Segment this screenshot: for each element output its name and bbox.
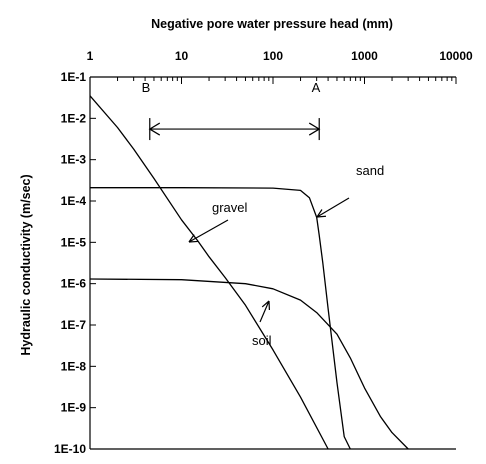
annotations: gravel sand soil A B [142,80,385,348]
gravel-pointer-arrow [188,219,229,243]
annotation-b: B [142,80,151,95]
y-tick-label: 1E-1 [61,70,87,84]
x-axis-title: Negative pore water pressure head (mm) [151,17,393,31]
x-tick-label: 100 [263,49,283,63]
soil-pointer-arrow [259,300,271,323]
range-arrow [148,118,321,141]
y-ticks: 1E-1 1E-2 1E-3 1E-4 1E-5 1E-6 1E-7 1E-8 1E-9 1E-1… [54,70,96,456]
sand-pointer-arrow [316,197,350,218]
axes [89,76,456,450]
y-tick-label: 1E-9 [61,401,87,415]
x-tick-label: 10 [175,49,189,63]
y-tick-label: 1E-6 [61,277,87,291]
curve-soil [89,278,409,450]
x-tick-label: 10000 [439,49,473,63]
y-axis-title: Hydraulic conductivity (m/sec) [19,174,33,355]
y-tick-label: 1E-7 [61,318,87,332]
x-tick-label: 1000 [351,49,378,63]
y-tick-label: 1E-8 [61,359,87,373]
y-tick-label: 1E-5 [61,235,87,249]
x-ticks: 1 10 100 1000 10000 [87,49,473,84]
annotation-a: A [312,80,321,95]
y-tick-label: 1E-3 [61,153,87,167]
annotation-gravel: gravel [212,200,248,215]
curves [89,95,409,450]
annotation-sand: sand [356,163,384,178]
x-tick-label: 1 [87,49,94,63]
y-tick-label: 1E-4 [61,194,87,208]
y-tick-label: 1E-2 [61,111,87,125]
curve-sand [90,187,351,450]
curve-gravel [89,95,329,450]
y-tick-label: 1E-10 [54,442,86,456]
annotation-soil: soil [252,333,272,348]
